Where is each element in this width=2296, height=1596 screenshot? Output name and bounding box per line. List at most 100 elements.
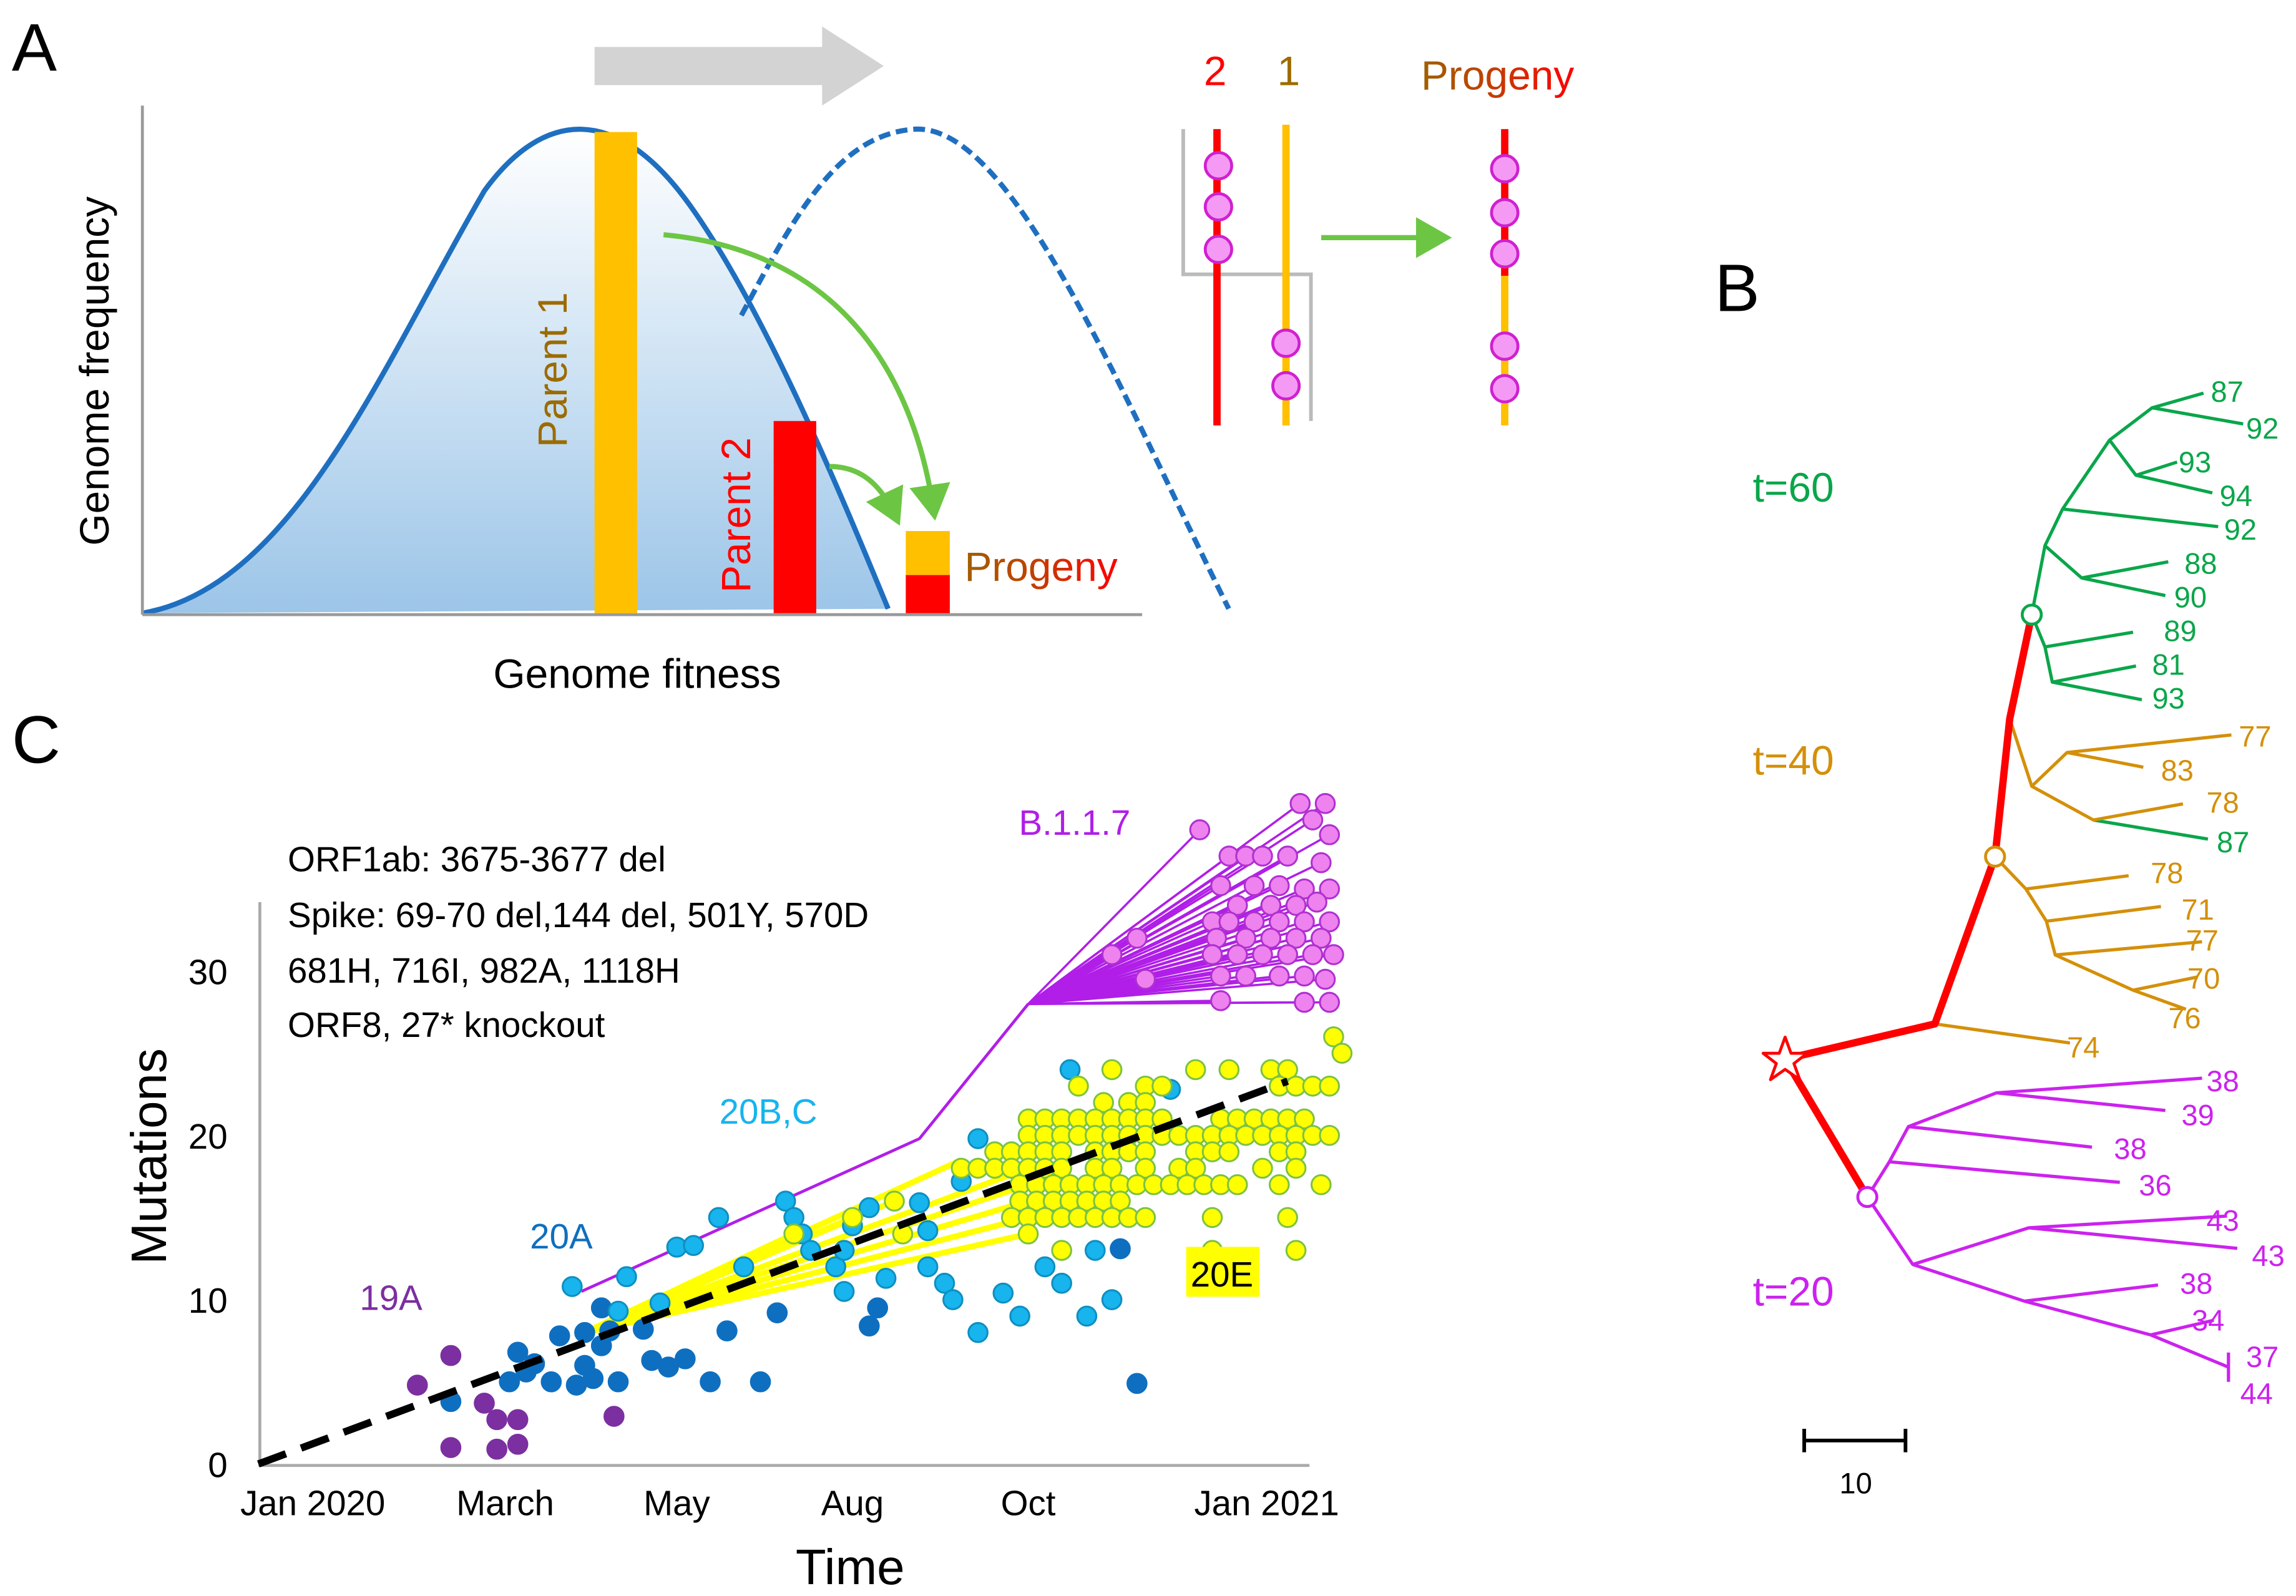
- ancestor-node-t60: [2020, 603, 2043, 626]
- mutation-marker: [1490, 198, 1520, 228]
- data-point-b117: [1226, 895, 1248, 916]
- x-axis-label-a: Genome fitness: [493, 651, 781, 697]
- data-point-20bc: [934, 1272, 955, 1294]
- fitness-distribution-curve: [142, 129, 889, 613]
- data-point-20a: [716, 1320, 738, 1341]
- y-tick-label: 30: [188, 953, 228, 992]
- data-point-20bc: [875, 1268, 897, 1289]
- parent1-label: Parent 1: [529, 292, 575, 447]
- data-point-20e: [1277, 1059, 1299, 1081]
- progeny-label: Progeny: [964, 543, 1117, 590]
- data-point-20a: [766, 1302, 788, 1323]
- data-point-b117: [1210, 875, 1231, 897]
- fitness-distribution-curve-line: [142, 127, 891, 616]
- scale-bar: [1802, 1428, 1908, 1452]
- leaf-label: 92: [2224, 513, 2257, 546]
- annotation-line: 681H, 716I, 982A, 1118H: [288, 951, 680, 990]
- annotation-line: Spike: 69-70 del,144 del, 501Y, 570D: [288, 895, 869, 935]
- data-point-20e: [842, 1207, 863, 1229]
- data-point-b117: [1277, 845, 1299, 867]
- data-point-20e: [1226, 1174, 1248, 1195]
- data-point-b117: [1311, 852, 1332, 873]
- leaf-label: 87: [2217, 825, 2249, 859]
- progeny-bar-bottom: [906, 575, 950, 613]
- data-point-20a: [499, 1371, 520, 1393]
- data-point-20bc: [1101, 1289, 1123, 1310]
- progeny-bar-top: [906, 531, 950, 575]
- crossover-bracket: [1181, 129, 1313, 421]
- lineage-line-b117: [1028, 978, 1146, 1005]
- x-tick-label: March: [456, 1484, 554, 1523]
- data-point-b117: [1302, 944, 1324, 965]
- data-point-b117: [1189, 819, 1211, 840]
- data-point-b117: [1319, 824, 1341, 845]
- data-point-20bc: [917, 1220, 939, 1242]
- data-point-20a: [675, 1348, 696, 1370]
- data-point-b117: [1294, 991, 1315, 1013]
- data-point-20e: [1252, 1157, 1273, 1179]
- leaf-label: 74: [2067, 1031, 2099, 1064]
- data-point-b117: [1252, 944, 1273, 965]
- data-point-20bc: [1009, 1305, 1030, 1327]
- leaf-label: 38: [2207, 1064, 2239, 1097]
- data-point-b117: [1314, 968, 1336, 990]
- data-point-b117: [1218, 911, 1240, 933]
- data-point-20a: [1110, 1238, 1131, 1260]
- data-point-b117: [1311, 927, 1332, 949]
- data-point-20bc: [825, 1256, 846, 1278]
- annotation-line: ORF1ab: 3675-3677 del: [288, 840, 666, 879]
- mutation-marker: [1490, 374, 1520, 404]
- data-point-20e: [1101, 1157, 1123, 1179]
- data-point-b117: [1323, 944, 1344, 965]
- data-point-b117: [1268, 965, 1290, 987]
- recombination-arrow-1: [663, 232, 950, 521]
- data-point-b117: [1260, 895, 1282, 916]
- shift-arrow: [594, 26, 884, 106]
- lineage-line-b117: [1027, 855, 1230, 1005]
- data-points: [406, 793, 1353, 1460]
- lineage-line-b117: [1027, 920, 1230, 1005]
- mutation-marker: [1490, 153, 1520, 183]
- x-axis-label-c: Time: [796, 1539, 905, 1595]
- data-point-b117: [1226, 944, 1248, 965]
- scale-bar-label: 10: [1839, 1466, 1872, 1499]
- data-point-20bc: [561, 1276, 583, 1297]
- data-point-20e: [1319, 1124, 1341, 1146]
- data-point-b117: [1294, 878, 1315, 900]
- trunk-lineage: [1782, 613, 2036, 1199]
- data-point-20e: [1285, 1240, 1307, 1261]
- data-point-20e: [1311, 1174, 1332, 1195]
- data-point-20e: [1323, 1026, 1344, 1048]
- data-point-19a: [406, 1375, 428, 1396]
- y-tick-label: 0: [208, 1446, 227, 1485]
- leaf-label: 78: [2207, 786, 2239, 819]
- clade-t60: [2030, 391, 2244, 841]
- y-axis-label-c: Mutations: [121, 1048, 177, 1264]
- data-point-20e: [1285, 1157, 1307, 1179]
- data-point-20e: [1185, 1059, 1206, 1081]
- data-point-19a: [507, 1409, 529, 1431]
- data-point-20bc: [607, 1300, 629, 1322]
- panel-label-a: A: [12, 9, 57, 85]
- mutation-marker: [1203, 151, 1233, 181]
- x-tick-label: Aug: [821, 1484, 884, 1523]
- x-tick-label: Oct: [1001, 1484, 1056, 1523]
- leaf-label: 87: [2211, 375, 2244, 408]
- data-point-20e: [1110, 1190, 1131, 1212]
- data-point-20a: [700, 1371, 721, 1393]
- data-point-b117: [1126, 927, 1148, 949]
- data-point-20e: [1135, 1157, 1156, 1179]
- data-point-20bc: [992, 1282, 1014, 1304]
- data-point-20e: [1218, 1059, 1240, 1081]
- y-tick-label: 10: [188, 1281, 228, 1320]
- data-point-b117: [1285, 927, 1307, 949]
- data-point-b117: [1294, 965, 1315, 987]
- series-label-19a: 19A: [359, 1278, 423, 1318]
- leaf-label: 89: [2164, 614, 2196, 647]
- lineage-line-b117: [1027, 829, 1201, 1005]
- data-point-b117: [1210, 990, 1231, 1011]
- x-tick-label: May: [643, 1484, 710, 1523]
- data-point-20a: [607, 1371, 629, 1393]
- data-point-b117: [1243, 911, 1265, 933]
- leaf-label: 88: [2184, 547, 2217, 580]
